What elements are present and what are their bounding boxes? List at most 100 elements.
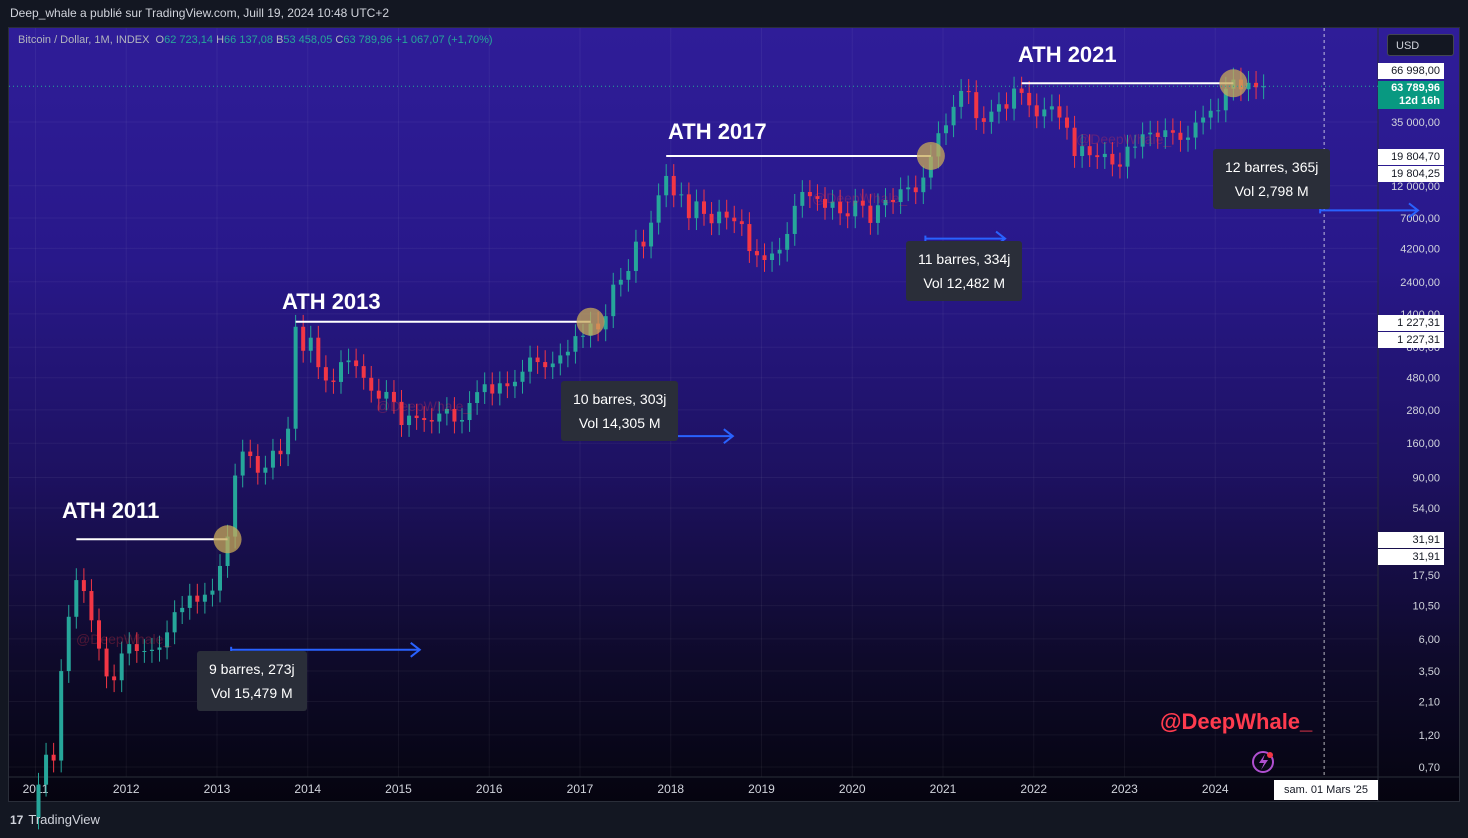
candle-body [762, 255, 767, 261]
price-label-ath2013-b: 1 227,31 [1378, 332, 1444, 348]
candle-body [1201, 117, 1206, 123]
candle-body [1254, 82, 1259, 88]
candle-body [1216, 110, 1221, 112]
candle-body [603, 316, 608, 330]
candle-body [97, 620, 101, 649]
candle-body [407, 415, 412, 426]
candle-body [875, 205, 880, 223]
candle-body [1110, 153, 1115, 165]
candle-body [611, 284, 616, 317]
candle-body [490, 384, 495, 394]
candle-body [452, 408, 457, 422]
legend-close: 63 789,96 [343, 34, 393, 46]
candle-body [1102, 153, 1107, 158]
y-tick-label: 480,00 [1406, 373, 1440, 385]
y-tick-label: 6,00 [1419, 634, 1440, 646]
candle-body [777, 249, 782, 254]
tooltip-bars: 10 barres, 303j [573, 391, 667, 407]
candle-body [671, 175, 676, 196]
notification-dot-icon [1267, 752, 1273, 758]
ath-2017-label: ATH 2017 [668, 119, 767, 144]
price-label-ath2017-b: 19 804,25 [1378, 166, 1444, 182]
candle-body [883, 199, 888, 206]
candle-body [165, 632, 170, 648]
y-tick-label: 17,50 [1412, 570, 1440, 582]
candle-body [482, 384, 487, 393]
candle-body [785, 233, 790, 250]
range-tooltip: 10 barres, 303j Vol 14,305 M [561, 381, 679, 441]
candle-body [989, 111, 994, 122]
candle-body [422, 418, 427, 421]
candle-body [944, 125, 948, 134]
candle-body [81, 580, 86, 592]
candle-body [339, 362, 343, 382]
candle-body [626, 270, 631, 280]
candle-body [1004, 104, 1009, 109]
candle-body [649, 222, 654, 247]
candle-body [724, 211, 729, 218]
candle-body [1042, 109, 1047, 117]
candle-body [528, 357, 533, 372]
tradingview-logo-icon: 17 [10, 813, 24, 827]
tooltip-volume: Vol 12,482 M [923, 275, 1006, 291]
currency-button[interactable]: USD [1387, 34, 1454, 56]
y-tick-label: 0,70 [1419, 762, 1440, 774]
candle-body [860, 200, 865, 206]
x-tick-label: 2017 [567, 782, 594, 796]
candle-body [1065, 117, 1069, 128]
legend-change: +1 067,07 (+1,70%) [395, 34, 493, 46]
candle-body [747, 224, 752, 252]
candle-body [838, 201, 843, 214]
ath-breakout-marker [576, 307, 605, 336]
candle-body [1193, 122, 1198, 138]
candle-body [1163, 130, 1168, 137]
y-tick-label: 90,00 [1412, 472, 1440, 484]
candle-body [497, 383, 502, 394]
candle-body [354, 360, 359, 367]
candle-body [180, 607, 185, 613]
candle-body [308, 337, 313, 351]
candle-body [754, 251, 759, 256]
candle-body [414, 415, 419, 419]
candle-body [709, 213, 714, 224]
candle-body [1049, 106, 1054, 110]
ath-breakout-marker [916, 141, 945, 170]
candle-body [391, 391, 396, 402]
ghost-watermark: @DeepWhale_ [1076, 131, 1172, 147]
bar-countdown: 12d 16h [1399, 95, 1440, 107]
footer-brand[interactable]: 17 TradingView [10, 812, 100, 827]
candle-body [1223, 88, 1228, 111]
candle-body [187, 595, 192, 608]
candle-body [1027, 92, 1032, 106]
tooltip-bars: 12 barres, 365j [1225, 159, 1319, 175]
ghost-watermark: @DeepWhale_ [376, 398, 472, 414]
candle-body [974, 92, 979, 119]
symbol-name[interactable]: Bitcoin / Dollar, 1M, INDEX [18, 34, 150, 46]
candle-body [1080, 146, 1085, 157]
candle-body [270, 450, 275, 468]
candle-body [255, 456, 260, 473]
candle-body [1208, 110, 1213, 118]
candle-body [891, 199, 896, 203]
candle-body [633, 241, 638, 271]
candle-body [535, 357, 540, 363]
candle-body [218, 565, 222, 591]
y-tick-label: 54,00 [1412, 503, 1440, 515]
candle-body [641, 241, 646, 247]
candle-body [550, 363, 555, 368]
candle-body [1117, 164, 1122, 167]
ath-breakout-marker [213, 525, 242, 554]
candle-body [467, 402, 472, 421]
candle-body [399, 401, 404, 426]
ath-breakout-marker [1219, 69, 1248, 98]
x-tick-label: 2023 [1111, 782, 1138, 796]
candle-body [134, 644, 139, 651]
candle-body [792, 205, 797, 234]
candle-body [1125, 146, 1130, 167]
ghost-watermark: @DeepWhale_ [76, 631, 172, 647]
candle-body [195, 595, 200, 602]
candle-body [316, 337, 321, 368]
price-label-ath2013-a: 1 227,31 [1378, 315, 1444, 331]
price-label-ath2017-a: 19 804,70 [1378, 149, 1444, 165]
